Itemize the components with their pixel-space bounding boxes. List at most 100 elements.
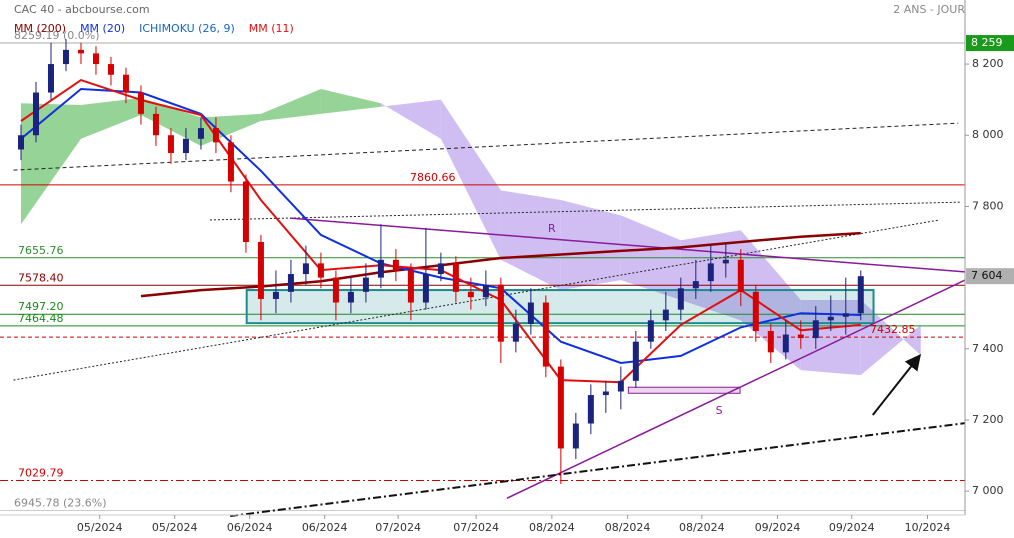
ichimoku-cloud: [500, 190, 561, 291]
candle-body: [662, 309, 669, 321]
candle-body: [317, 263, 324, 278]
x-tick-label: 08/2024: [679, 521, 725, 534]
candle-body: [47, 64, 54, 93]
period-label: 2 ANS - JOUR: [893, 3, 965, 16]
legend-entry: MM (20): [80, 22, 125, 35]
candle-body: [842, 313, 849, 317]
candle-body: [392, 259, 399, 271]
price-badge: [966, 35, 1014, 52]
candle-body: [497, 284, 504, 342]
candle-body: [32, 92, 39, 136]
candle-body: [212, 128, 219, 143]
x-tick-label: 09/2024: [829, 521, 875, 534]
legend-entry: MM (200): [14, 22, 66, 35]
candle-body: [437, 263, 444, 275]
candle-body: [572, 423, 579, 449]
level-label: 6945.78 (23.6%): [14, 496, 107, 509]
candle-body: [692, 281, 699, 289]
candle-body: [647, 320, 654, 342]
price-badge: [966, 268, 1014, 285]
candle-body: [812, 320, 819, 339]
x-tick-label: 05/2024: [152, 521, 198, 534]
x-tick-label: 08/2024: [529, 521, 575, 534]
candle-body: [107, 64, 114, 75]
candle-body: [287, 274, 294, 292]
y-tick-label: 7 800: [972, 199, 1004, 212]
candle-body: [137, 92, 144, 114]
x-tick-label: 09/2024: [755, 521, 801, 534]
candle-body: [617, 380, 624, 392]
candle-body: [512, 323, 519, 342]
ichimoku-cloud: [80, 97, 141, 139]
candle-body: [62, 49, 69, 65]
trend-line: [871, 353, 922, 416]
price-badge-label: 8 259: [971, 36, 1003, 49]
candle-body: [767, 330, 774, 353]
candle-body: [797, 334, 804, 339]
ichimoku-cloud: [440, 99, 501, 260]
candle-body: [482, 284, 489, 298]
candle-body: [722, 259, 729, 264]
y-tick-label: 7 400: [972, 342, 1004, 355]
x-tick-label: 08/2024: [605, 521, 651, 534]
trend-line: [13, 219, 940, 381]
ichimoku-cloud: [260, 88, 321, 122]
candle-body: [302, 263, 309, 275]
candle-body: [827, 316, 834, 321]
candle-body: [527, 302, 534, 324]
candle-body: [677, 288, 684, 310]
level-label: 7464.48: [18, 312, 64, 325]
candle-body: [77, 49, 84, 54]
candle-body: [347, 291, 354, 303]
candle-body: [707, 263, 714, 282]
candle-body: [242, 181, 249, 243]
ichimoku-cloud: [560, 200, 621, 291]
trend-line: [290, 217, 966, 273]
candle-body: [362, 277, 369, 292]
candle-body: [467, 291, 474, 298]
level-label: 7432.85: [870, 323, 916, 336]
x-tick-label: 07/2024: [453, 521, 499, 534]
candle-body: [272, 291, 279, 299]
trend-line: [230, 422, 966, 518]
candle-body: [752, 291, 759, 331]
level-label: 7578.40: [18, 271, 64, 284]
candle-body: [587, 395, 594, 424]
candle-body: [152, 113, 159, 136]
ichimoku-cloud: [380, 99, 441, 139]
legend-entry: ICHIMOKU (26, 9): [139, 22, 235, 35]
trend-line: [209, 201, 960, 221]
x-tick-label: 05/2024: [77, 521, 123, 534]
x-tick-label: 07/2024: [375, 521, 421, 534]
y-tick-label: 7 200: [972, 413, 1004, 426]
candle-body: [227, 142, 234, 182]
candle-body: [632, 341, 639, 381]
y-tick-label: 8 200: [972, 57, 1004, 70]
candle-body: [602, 391, 609, 396]
x-tick-label: 10/2024: [905, 521, 951, 534]
y-tick-label: 8 000: [972, 128, 1004, 141]
candle-body: [257, 242, 264, 299]
level-label: 7497.20: [18, 300, 64, 313]
candle-body: [857, 276, 864, 314]
level-label: 8259.19 (0.0%): [14, 29, 100, 42]
candle-body: [182, 138, 189, 154]
candle-body: [122, 74, 129, 93]
chart-title: CAC 40 - abcbourse.com: [14, 3, 150, 16]
candle-body: [197, 128, 204, 139]
candle-body: [17, 135, 24, 150]
ichimoku-cloud: [320, 88, 381, 114]
level-label: 7655.76: [18, 244, 64, 257]
candle-body: [167, 135, 174, 154]
price-badge-label: 7 604: [971, 269, 1003, 282]
trend-line: [506, 279, 966, 499]
candle-body: [542, 302, 549, 367]
candle-body: [422, 274, 429, 303]
x-tick-label: 06/2024: [302, 521, 348, 534]
candle-body: [452, 263, 459, 292]
level-label: 7860.66: [410, 171, 456, 184]
candle-body: [407, 270, 414, 303]
